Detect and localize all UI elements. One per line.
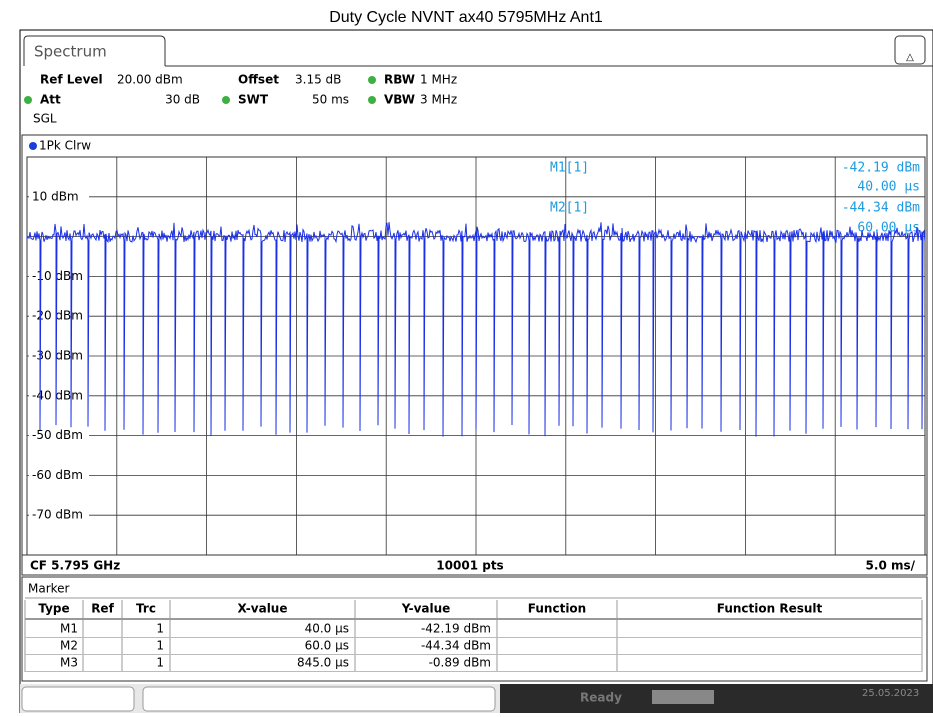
footer-pts: 10001 pts	[436, 559, 503, 573]
label-bg	[29, 269, 89, 284]
table-cell: 40.0 µs	[305, 622, 349, 636]
y-axis-label: -40 dBm	[32, 388, 83, 402]
status-date: 25.05.2023	[862, 688, 919, 699]
table-header: Ref	[91, 602, 114, 616]
status-box	[21, 686, 135, 712]
table-cell: -42.19 dBm	[421, 622, 491, 636]
label-bg	[29, 428, 89, 443]
label-bg	[29, 349, 89, 363]
y-axis-label: -50 dBm	[32, 428, 83, 442]
status-dark	[500, 684, 933, 713]
table-cell: M3	[60, 656, 78, 670]
marker-y: -42.19 dBm	[842, 161, 920, 176]
label-bg	[29, 468, 89, 483]
icon[interactable]	[894, 35, 926, 65]
setting-value: 3 MHz	[420, 93, 457, 107]
mode: SGL	[33, 112, 57, 126]
label-bg	[29, 189, 89, 204]
marker-table-title: Marker	[28, 582, 70, 596]
dot	[24, 96, 32, 104]
table-cell: 60.0 µs	[305, 639, 349, 653]
trace-label: 1Pk Clrw	[39, 139, 91, 153]
dot	[368, 96, 376, 104]
status-box	[142, 686, 496, 712]
setting-value: 20.00 dBm	[117, 73, 183, 87]
marker-x: 60.00 µs	[857, 221, 920, 236]
setting-label: RBW	[384, 73, 415, 87]
y-axis-label: -10 dBm	[32, 269, 83, 283]
table-header: X-value	[238, 602, 288, 616]
title: Duty Cycle NVNT ax40 5795MHz Ant1	[329, 9, 603, 26]
trace-dot	[29, 142, 37, 150]
y-axis-label: -20 dBm	[32, 309, 83, 323]
marker-name: M2[1]	[550, 201, 589, 216]
marker-name: M1[1]	[550, 161, 589, 176]
status-state: Ready	[580, 691, 622, 705]
marker-y: -44.34 dBm	[842, 201, 920, 216]
footer-sweep: 5.0 ms/	[866, 559, 916, 573]
setting-value: 1 MHz	[420, 73, 457, 87]
icon-glyph: △	[906, 52, 914, 63]
y-axis-label: 10 dBm	[32, 189, 79, 203]
table-cell: 1	[156, 622, 164, 636]
table-header: Function Result	[717, 602, 823, 616]
dot	[368, 76, 376, 84]
progress	[652, 690, 714, 704]
table-cell: M2	[60, 639, 78, 653]
table-header: Function	[528, 602, 586, 616]
table-cell: 1	[156, 656, 164, 670]
setting-value: 30 dB	[165, 93, 200, 107]
y-axis-label: -60 dBm	[32, 468, 83, 482]
table-cell: M1	[60, 622, 78, 636]
table-cell: 845.0 µs	[297, 656, 349, 670]
marker-x: 40.00 µs	[857, 180, 920, 195]
table-cell: -44.34 dBm	[421, 639, 491, 653]
setting-label: Offset	[238, 73, 279, 87]
marker-table-frame	[21, 576, 928, 682]
setting-label: Att	[40, 93, 61, 107]
y-axis-label: -70 dBm	[32, 508, 83, 522]
setting-label: SWT	[238, 93, 269, 107]
setting-value: 50 ms	[312, 93, 349, 107]
setting-label: Ref Level	[40, 73, 103, 87]
setting-label: VBW	[384, 93, 415, 107]
table-cell: 1	[156, 639, 164, 653]
table-header: Trc	[136, 602, 156, 616]
table-header: Type	[38, 602, 69, 616]
table-cell: -0.89 dBm	[429, 656, 491, 670]
label-bg	[29, 508, 89, 523]
y-axis-label: -30 dBm	[32, 349, 83, 363]
table-header: Y-value	[401, 602, 451, 616]
tab-label[interactable]: Spectrum	[34, 43, 107, 61]
dot	[222, 96, 230, 104]
trace	[26, 222, 926, 437]
tab-box	[23, 35, 166, 66]
setting-value: 3.15 dB	[295, 73, 341, 87]
label-bg	[29, 388, 89, 403]
footer-cf: CF 5.795 GHz	[30, 559, 120, 573]
label-bg	[29, 309, 89, 324]
